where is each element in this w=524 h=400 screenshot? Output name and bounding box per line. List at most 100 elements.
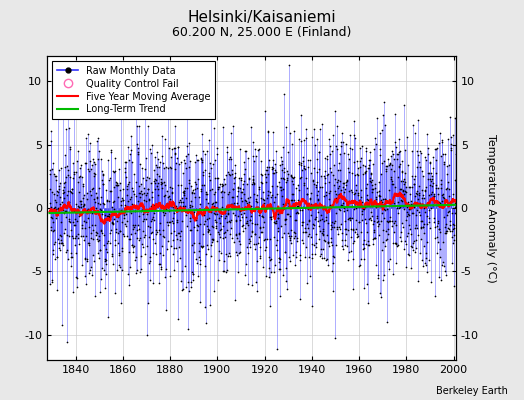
Point xyxy=(260,237,268,243)
Point xyxy=(277,186,286,193)
Point xyxy=(242,220,250,226)
Point xyxy=(444,200,452,206)
Point xyxy=(348,170,356,176)
Point xyxy=(193,227,202,234)
Point xyxy=(352,226,361,232)
Point xyxy=(143,332,151,338)
Point xyxy=(353,158,361,164)
Point xyxy=(50,240,59,247)
Point xyxy=(430,215,438,222)
Point xyxy=(234,188,243,195)
Point xyxy=(142,192,150,198)
Point xyxy=(194,248,203,254)
Point xyxy=(347,226,355,232)
Point xyxy=(223,227,231,234)
Point xyxy=(221,229,230,235)
Point xyxy=(368,221,377,228)
Point xyxy=(144,300,152,306)
Point xyxy=(233,206,242,212)
Point xyxy=(284,148,292,155)
Point xyxy=(263,167,271,174)
Point xyxy=(210,191,218,197)
Point xyxy=(84,224,93,230)
Point xyxy=(189,187,198,194)
Point xyxy=(328,224,336,230)
Point xyxy=(278,200,287,207)
Point xyxy=(222,206,230,212)
Point xyxy=(118,245,126,251)
Point xyxy=(216,212,225,219)
Point xyxy=(312,184,321,190)
Point xyxy=(378,127,387,134)
Point xyxy=(270,194,279,201)
Point xyxy=(227,201,235,207)
Point xyxy=(369,218,378,225)
Point xyxy=(353,234,361,240)
Point xyxy=(47,214,55,220)
Point xyxy=(275,255,283,262)
Point xyxy=(235,175,243,181)
Point xyxy=(333,146,342,152)
Point xyxy=(331,108,339,114)
Point xyxy=(239,186,248,192)
Point xyxy=(181,262,190,269)
Point xyxy=(357,155,366,162)
Point xyxy=(298,166,306,173)
Point xyxy=(401,147,409,153)
Point xyxy=(49,160,57,166)
Point xyxy=(54,183,63,189)
Point xyxy=(265,253,273,260)
Point xyxy=(66,219,74,226)
Point xyxy=(411,237,420,244)
Point xyxy=(164,238,172,244)
Point xyxy=(92,194,101,200)
Point xyxy=(357,186,365,193)
Point xyxy=(124,270,132,277)
Point xyxy=(135,123,144,129)
Point xyxy=(160,192,169,199)
Point xyxy=(156,159,164,165)
Point xyxy=(202,191,210,198)
Point xyxy=(354,233,363,240)
Point xyxy=(176,237,184,243)
Point xyxy=(237,189,246,196)
Point xyxy=(176,233,184,240)
Point xyxy=(342,230,350,237)
Point xyxy=(152,230,160,237)
Point xyxy=(78,262,86,268)
Point xyxy=(281,216,289,222)
Point xyxy=(328,148,336,154)
Point xyxy=(128,242,136,248)
Point xyxy=(410,248,419,255)
Point xyxy=(269,213,277,220)
Point xyxy=(270,268,278,275)
Point xyxy=(404,230,412,236)
Point xyxy=(190,223,199,230)
Point xyxy=(286,258,294,264)
Point xyxy=(361,216,369,222)
Point xyxy=(202,189,211,196)
Point xyxy=(347,203,356,209)
Point xyxy=(207,208,215,215)
Point xyxy=(265,157,274,163)
Point xyxy=(420,194,429,201)
Point xyxy=(105,214,114,220)
Point xyxy=(191,159,199,166)
Point xyxy=(149,206,158,213)
Point xyxy=(337,230,346,236)
Point xyxy=(124,180,133,187)
Point xyxy=(396,186,405,192)
Point xyxy=(274,205,282,211)
Point xyxy=(263,164,271,171)
Point xyxy=(363,229,371,235)
Point xyxy=(327,234,335,241)
Point xyxy=(221,210,230,216)
Point xyxy=(402,189,410,196)
Point xyxy=(46,199,54,206)
Point xyxy=(97,156,105,162)
Point xyxy=(223,144,231,151)
Point xyxy=(267,216,275,222)
Point xyxy=(328,219,336,225)
Point xyxy=(272,246,281,253)
Point xyxy=(201,167,210,173)
